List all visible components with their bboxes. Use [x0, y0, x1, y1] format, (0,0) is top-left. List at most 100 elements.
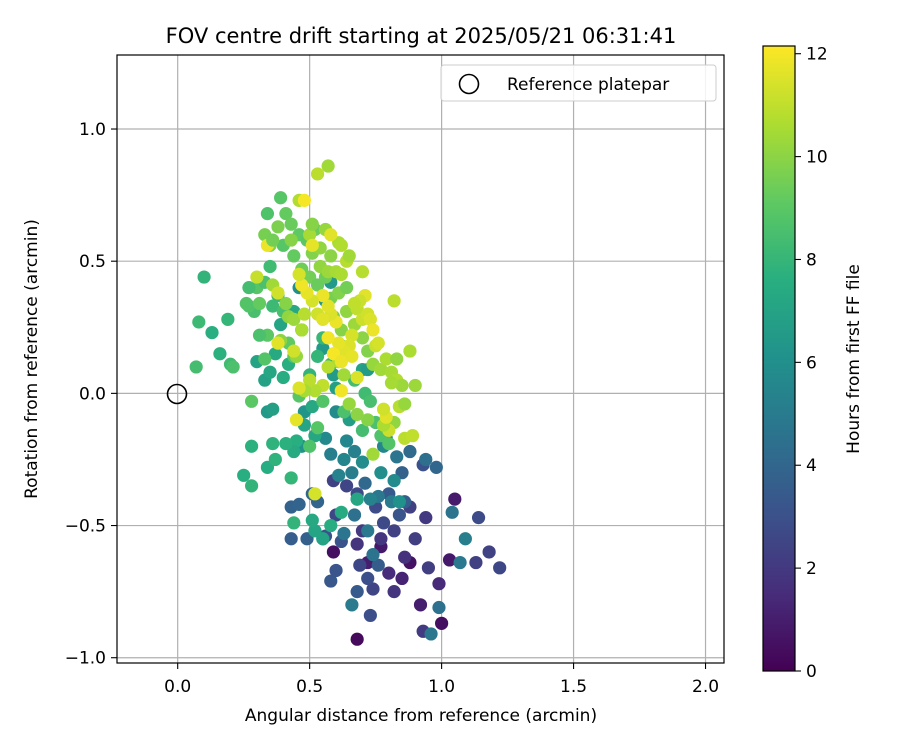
- data-point: [324, 447, 338, 461]
- legend-label: Reference platepar: [507, 75, 669, 95]
- data-point: [361, 571, 375, 586]
- data-point: [408, 532, 422, 546]
- data-point: [295, 323, 309, 337]
- data-point: [355, 455, 370, 469]
- data-point: [260, 207, 275, 221]
- x-tick-label: 2.0: [692, 677, 719, 697]
- colorbar-tick-label: 12: [806, 45, 828, 65]
- data-point: [308, 524, 322, 538]
- data-point: [334, 384, 348, 398]
- data-point: [308, 384, 322, 398]
- data-point: [239, 296, 253, 311]
- data-point: [266, 402, 280, 416]
- data-point: [321, 159, 335, 173]
- data-point: [326, 545, 341, 559]
- data-point: [303, 439, 317, 453]
- data-point: [310, 421, 325, 435]
- data-point: [340, 434, 354, 448]
- colorbar-ticks: 0 2 4 6 8 10 12: [795, 45, 828, 682]
- data-point: [321, 360, 335, 374]
- x-tick-label: 1.0: [428, 677, 455, 697]
- data-point: [458, 532, 472, 546]
- data-point: [284, 471, 298, 485]
- data-point: [334, 505, 348, 519]
- data-point: [355, 331, 370, 345]
- data-point: [334, 355, 348, 369]
- data-point: [279, 436, 293, 451]
- colorbar: 0 2 4 6 8 10 12 Hours from first FF file: [762, 45, 864, 682]
- data-point: [493, 561, 507, 575]
- data-point: [355, 265, 370, 279]
- colorbar-tick-label: 8: [806, 250, 817, 270]
- data-point: [271, 220, 285, 234]
- data-point: [279, 207, 293, 221]
- data-point: [287, 249, 301, 263]
- data-point: [358, 476, 372, 490]
- data-point: [305, 217, 319, 231]
- data-point: [287, 312, 301, 326]
- data-point: [297, 307, 311, 321]
- x-tick-label: 1.5: [560, 677, 587, 697]
- data-point: [432, 577, 446, 591]
- data-point: [387, 474, 401, 488]
- data-point: [192, 315, 206, 329]
- data-point: [342, 249, 356, 263]
- data-point: [366, 582, 380, 596]
- data-point: [366, 548, 380, 562]
- data-point: [445, 505, 459, 519]
- grid-lines: [117, 55, 724, 663]
- data-point: [350, 370, 364, 385]
- data-point: [471, 511, 486, 525]
- data-point: [376, 402, 391, 416]
- data-point: [310, 167, 325, 181]
- data-point: [263, 259, 277, 274]
- data-point: [305, 513, 319, 527]
- x-tick-label: 0.5: [296, 677, 323, 697]
- data-point: [361, 413, 375, 427]
- data-point: [390, 352, 404, 366]
- y-tick-label: −1.0: [65, 649, 106, 669]
- data-point: [329, 563, 343, 578]
- data-point: [398, 397, 412, 411]
- data-point: [421, 561, 436, 575]
- data-point: [350, 632, 364, 646]
- data-point: [297, 193, 311, 207]
- data-point: [287, 344, 301, 358]
- data-point: [482, 545, 496, 559]
- data-point: [321, 331, 335, 345]
- data-point: [276, 370, 290, 385]
- data-point: [279, 296, 293, 311]
- x-tick-label: 0.0: [164, 677, 191, 697]
- data-point: [250, 270, 264, 284]
- data-point: [337, 452, 351, 467]
- data-point: [374, 362, 388, 377]
- data-point: [289, 413, 304, 427]
- data-point: [361, 524, 375, 538]
- data-point: [387, 294, 401, 308]
- data-point: [271, 286, 285, 300]
- data-point: [353, 558, 367, 572]
- data-point: [429, 460, 443, 474]
- data-points: [189, 159, 507, 646]
- data-point: [244, 439, 259, 453]
- data-point: [292, 381, 306, 395]
- reference-marker: [166, 383, 188, 405]
- data-point: [350, 492, 364, 506]
- data-point: [342, 397, 356, 411]
- data-point: [347, 296, 362, 311]
- data-point: [347, 508, 362, 522]
- data-point: [221, 312, 235, 326]
- data-point: [403, 344, 417, 358]
- data-point: [303, 228, 317, 242]
- data-point: [244, 394, 259, 408]
- data-point: [316, 394, 330, 408]
- data-point: [419, 452, 433, 467]
- data-point: [263, 365, 277, 379]
- x-axis-label: Angular distance from reference (arcmin): [245, 706, 597, 726]
- data-point: [324, 518, 338, 533]
- data-point: [363, 608, 377, 623]
- data-point: [442, 553, 457, 567]
- y-tick-label: 0.0: [79, 384, 106, 404]
- data-point: [374, 532, 388, 546]
- data-point: [197, 270, 211, 284]
